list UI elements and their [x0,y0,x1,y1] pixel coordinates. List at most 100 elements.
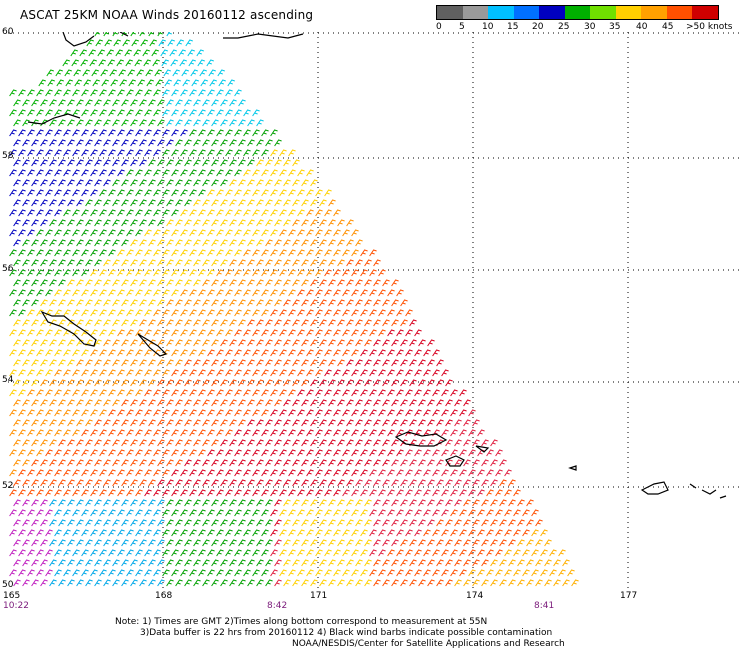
wind-barb [13,539,21,547]
wind-barb [135,169,143,177]
wind-barb [112,119,120,127]
wind-barb [76,459,84,467]
wind-barb [261,189,269,197]
wind-barb [292,539,300,547]
wind-barb [108,89,116,97]
wind-barb [58,279,66,287]
wind-barb [360,429,368,437]
wind-barb [400,319,408,327]
wind-barb [139,559,147,567]
wind-barb [391,499,399,507]
wind-barb [193,99,201,107]
wind-barb [450,549,458,557]
wind-barb [94,439,102,447]
wind-barb [108,509,116,517]
wind-barb [157,139,165,147]
wind-barb [243,469,251,477]
wind-barb [171,329,179,337]
wind-barb [90,549,98,557]
wind-barb [157,339,165,347]
wind-barb [288,449,296,457]
wind-barb [517,579,525,587]
wind-barb [130,239,138,247]
wind-barb [283,319,291,327]
wind-barb [22,439,30,447]
wind-barb [85,299,93,307]
wind-barb [133,49,141,57]
wind-barb [112,319,120,327]
wind-barb [211,339,219,347]
wind-barb [94,159,102,167]
wind-barb [112,439,120,447]
wind-barb [364,339,372,347]
wind-barb [62,59,70,67]
wind-barb [274,539,282,547]
wind-barb [171,229,179,237]
wind-barb [360,409,368,417]
wind-barb [22,499,30,507]
wind-barb [94,299,102,307]
wind-barb [142,49,150,57]
wind-barb [252,109,260,117]
wind-barb [247,299,255,307]
wind-barb [154,69,162,77]
wind-barb [166,359,174,367]
wind-barb [396,329,404,337]
wind-barb [472,459,480,467]
wind-barb [342,249,350,257]
wind-barb [162,509,170,517]
wind-barb [202,99,210,107]
wind-barb [126,389,134,397]
wind-barb [333,209,341,217]
wind-barb [36,509,44,517]
wind-barb [328,539,336,547]
wind-barb [99,369,107,377]
wind-barb [36,469,44,477]
wind-barb [346,419,354,427]
wind-barb [144,409,152,417]
wind-barb [67,479,75,487]
wind-barb [229,119,237,127]
wind-barb [454,519,462,527]
wind-barb [181,69,189,77]
wind-barb [319,459,327,467]
wind-barb [279,249,287,257]
wind-barb [162,549,170,557]
wind-barb [67,99,75,107]
wind-barb [148,479,156,487]
wind-barb [22,159,30,167]
wind-barb [279,549,287,557]
wind-barb [139,419,147,427]
wind-barb [22,539,30,547]
wind-barb [328,299,336,307]
wind-barb [486,529,494,537]
wind-barb [220,459,228,467]
wind-barb [126,409,134,417]
wind-barb [477,429,485,437]
wind-barb [18,509,26,517]
wind-barb [229,199,237,207]
wind-barb [144,309,152,317]
wind-barb [346,239,354,247]
wind-barb [274,559,282,567]
wind-barb [90,89,98,97]
wind-barb [161,59,169,67]
wind-barb [238,459,246,467]
wind-barb [306,249,314,257]
wind-barb [162,149,170,157]
wind-barb [185,39,193,47]
wind-barb [196,49,204,57]
wind-barb [423,389,431,397]
wind-barb [427,439,435,447]
wind-barb [126,569,134,577]
wind-barb [148,519,156,527]
wind-barb [199,69,207,77]
wind-barb [108,529,116,537]
wind-barb [382,459,390,467]
wind-barb [310,559,318,567]
wind-barb [139,499,147,507]
wind-barb [247,519,255,527]
wind-barb [18,129,26,137]
wind-barb [31,379,39,387]
wind-barb [117,329,125,337]
